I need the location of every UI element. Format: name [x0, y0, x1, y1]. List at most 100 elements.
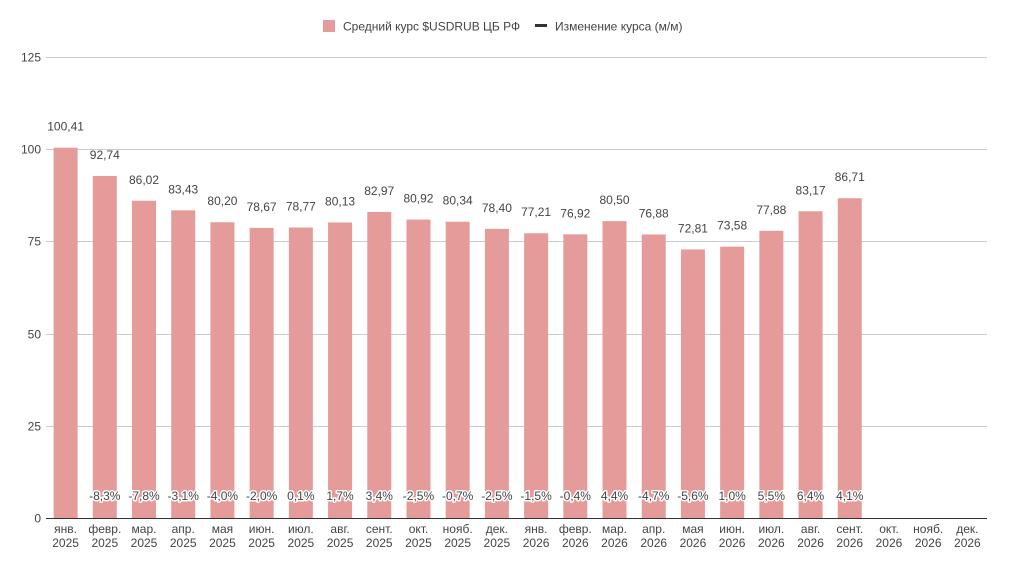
bar-value-label: 80,50	[600, 193, 630, 207]
change-label-halo: -2,5%	[481, 489, 513, 503]
x-tick-year: 2025	[366, 536, 393, 550]
change-label-halo: -0,4%	[560, 489, 592, 503]
x-tick-month: окт.	[879, 522, 899, 536]
bar	[53, 147, 78, 518]
x-tick-month: июл.	[758, 522, 784, 536]
bar	[171, 210, 196, 518]
change-label-halo: 4,4%	[601, 489, 629, 503]
bars	[53, 147, 862, 519]
x-tick-year: 2025	[327, 536, 354, 550]
bar-value-label: 80,92	[403, 192, 433, 206]
change-label: 0,1%	[287, 489, 315, 503]
bar-value-label: 72,81	[678, 221, 708, 235]
change-label: -7,8%	[128, 489, 160, 503]
change-label: -3,1%	[168, 489, 200, 503]
change-label: -2,0%	[246, 489, 278, 503]
change-label-halo: -1,5%	[520, 489, 552, 503]
change-label-halo: -4,0%	[207, 489, 239, 503]
bar	[484, 228, 509, 519]
bar	[288, 227, 313, 518]
x-tick-year: 2026	[601, 536, 628, 550]
change-labels: -8,3%-8,3% -7,8%-7,8% -3,1%-3,1% -4,0%-4,0%…	[88, 488, 866, 505]
x-tick-month: окт.	[409, 522, 429, 536]
change-label-halo: 6,4%	[797, 489, 825, 503]
x-tick-month: янв.	[54, 522, 77, 536]
x-tick-month: апр.	[642, 522, 665, 536]
x-tick-year: 2025	[131, 536, 158, 550]
bar-value-label: 78,77	[286, 199, 316, 213]
bar-value-label: 83,17	[796, 183, 826, 197]
x-tick-year: 2026	[523, 536, 550, 550]
legend-label: Изменение курса (м/м)	[555, 20, 682, 34]
x-tick-year: 2026	[719, 536, 746, 550]
bar	[249, 227, 274, 518]
x-tick-year: 2025	[484, 536, 511, 550]
bar-value-label: 78,40	[482, 201, 512, 215]
x-tick-year: 2025	[91, 536, 118, 550]
x-tick-year: 2025	[52, 536, 79, 550]
change-label: 3,4%	[366, 489, 394, 503]
change-label: 4,4%	[601, 489, 629, 503]
bar	[798, 211, 823, 518]
change-label-halo: -2,5%	[403, 489, 435, 503]
bar-value-label: 76,92	[560, 206, 590, 220]
bar-value-label: 100,41	[47, 120, 84, 134]
y-tick-label: 50	[28, 328, 42, 342]
x-tick-month: нояб.	[443, 522, 473, 536]
bar-value-label: 77,88	[756, 203, 786, 217]
x-tick-month: дек.	[956, 522, 978, 536]
bar-value-label: 78,67	[247, 200, 277, 214]
x-tick-month: янв.	[525, 522, 548, 536]
change-label-halo: -0,7%	[442, 489, 474, 503]
bar-value-label: 80,13	[325, 194, 355, 208]
x-axis: янв.2025февр.2025мар.2025апр.2025мая2025…	[52, 522, 981, 550]
change-label-halo: 5,5%	[758, 489, 786, 503]
bar	[328, 222, 353, 518]
x-tick-month: сент.	[836, 522, 863, 536]
bar	[759, 230, 784, 518]
change-label-halo: 4,1%	[836, 489, 864, 503]
x-tick-month: февр.	[88, 522, 121, 536]
y-tick-label: 125	[21, 51, 41, 65]
x-tick-year: 2026	[836, 536, 863, 550]
x-tick-year: 2026	[915, 536, 942, 550]
bar-value-label: 73,58	[717, 219, 747, 233]
bar-value-label: 76,88	[639, 206, 669, 220]
y-tick-label: 100	[21, 143, 41, 157]
change-label-halo: -4,7%	[638, 489, 670, 503]
x-tick-year: 2026	[640, 536, 667, 550]
bar	[563, 234, 588, 519]
change-label: 1,7%	[326, 489, 354, 503]
change-label: -2,5%	[481, 489, 513, 503]
change-label: -1,5%	[520, 489, 552, 503]
x-tick-year: 2025	[405, 536, 432, 550]
bar	[92, 175, 117, 518]
x-tick-year: 2025	[209, 536, 236, 550]
y-tick-label: 75	[28, 235, 42, 249]
x-tick-month: февр.	[559, 522, 592, 536]
bar	[367, 212, 392, 518]
bar-value-label: 82,97	[364, 184, 394, 198]
change-label: 1,0%	[718, 489, 746, 503]
change-label: 6,4%	[797, 489, 825, 503]
x-tick-month: июл.	[288, 522, 314, 536]
change-label: -0,7%	[442, 489, 474, 503]
bar	[445, 221, 470, 518]
x-tick-month: сент.	[366, 522, 393, 536]
change-label-halo: -8,3%	[89, 489, 121, 503]
change-label-halo: -2,0%	[246, 489, 278, 503]
bar	[406, 219, 431, 518]
legend-label: Средний курс $USDRUB ЦБ РФ	[343, 20, 520, 34]
change-label: 5,5%	[758, 489, 786, 503]
change-label: -8,3%	[89, 489, 121, 503]
bar	[837, 198, 862, 519]
gridlines	[46, 57, 987, 519]
x-tick-month: авг.	[801, 522, 820, 536]
change-label-halo: 3,4%	[366, 489, 394, 503]
bar	[680, 249, 705, 518]
x-tick-month: дек.	[486, 522, 508, 536]
change-label-halo: -3,1%	[168, 489, 200, 503]
y-tick-label: 0	[34, 512, 41, 526]
